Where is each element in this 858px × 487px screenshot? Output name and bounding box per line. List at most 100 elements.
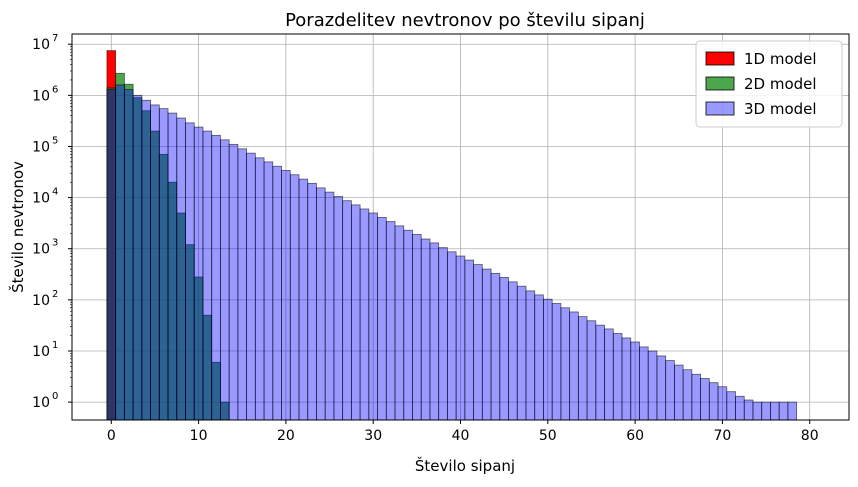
bar-3d-model: [761, 401, 771, 421]
bar-3d-model: [228, 143, 239, 421]
bar-3d-model: [639, 346, 649, 421]
bar-3d-model: [298, 178, 309, 421]
bar-3d-model: [202, 130, 213, 421]
bar-3d-model: [735, 395, 745, 421]
bar-3d-model: [106, 89, 117, 421]
y-tick-exponent: 3: [52, 238, 58, 249]
bar-3d-model: [176, 117, 186, 421]
y-axis-label: Število nevtronov: [8, 161, 27, 293]
bar-3d-model: [490, 272, 501, 421]
bar-3d-model: [551, 303, 562, 421]
y-tick-label: 10: [32, 139, 50, 155]
bar-3d-model: [455, 255, 466, 421]
y-tick-label: 10: [32, 293, 50, 309]
x-tick-label: 80: [801, 428, 819, 444]
y-tick-label: 10: [32, 37, 50, 53]
bar-3d-model: [158, 108, 169, 421]
bar-3d-model: [115, 84, 125, 421]
bar-3d-model: [787, 401, 798, 421]
bar-3d-model: [220, 139, 230, 421]
chart-title: Porazdelitev nevtronov po številu sipanj: [285, 10, 645, 31]
y-tick-exponent: 7: [52, 33, 58, 44]
bar-3d-model: [246, 152, 256, 421]
legend-label: 2D model: [744, 75, 817, 93]
y-tick-exponent: 5: [52, 135, 58, 146]
x-tick-label: 50: [539, 428, 557, 444]
x-tick-label: 40: [452, 428, 470, 444]
bar-3d-model: [543, 298, 553, 421]
legend-label: 1D model: [744, 50, 817, 68]
x-tick-label: 30: [364, 428, 382, 444]
bar-3d-model: [534, 294, 544, 421]
y-tick-label: 10: [32, 88, 50, 104]
y-tick-label: 10: [32, 344, 50, 360]
legend-swatch: [705, 76, 735, 91]
y-tick-label: 10: [32, 395, 50, 411]
bar-3d-model: [316, 187, 326, 421]
bar-3d-model: [324, 191, 335, 421]
bar-3d-model: [132, 94, 143, 421]
y-tick-exponent: 0: [52, 391, 58, 402]
bar-3d-model: [141, 99, 151, 421]
bar-3d-model: [193, 126, 204, 421]
bar-3d-model: [770, 401, 780, 421]
bar-3d-model: [656, 355, 667, 421]
bar-3d-model: [604, 328, 614, 421]
bar-3d-model: [665, 360, 675, 421]
bar-3d-model: [647, 350, 658, 421]
bar-3d-model: [682, 369, 693, 421]
bar-3d-model: [272, 165, 282, 421]
bar-3d-model: [447, 251, 457, 421]
bar-3d-model: [516, 285, 527, 421]
x-tick-label: 20: [277, 428, 295, 444]
bar-3d-model: [621, 337, 632, 421]
legend-swatch: [705, 101, 735, 116]
bar-3d-model: [394, 225, 405, 421]
bar-3d-model: [150, 104, 160, 421]
bar-3d-model: [281, 170, 291, 421]
bar-3d-model: [263, 161, 274, 421]
bar-3d-model: [333, 196, 344, 421]
legend: 1D model 2D model 3D model: [695, 40, 843, 128]
bar-3d-model: [412, 234, 422, 421]
bar-3d-model: [708, 382, 719, 421]
bar-3d-model: [612, 333, 623, 421]
bar-3d-model: [342, 200, 352, 421]
bar-3d-model: [123, 89, 134, 421]
bar-3d-model: [595, 324, 605, 421]
bar-3d-model: [403, 229, 413, 421]
bar-3d-model: [237, 148, 248, 421]
bar-3d-model: [368, 212, 378, 421]
bar-3d-model: [691, 373, 701, 421]
x-tick-label: 10: [190, 428, 208, 444]
bar-3d-model: [726, 391, 736, 421]
bar-3d-model: [350, 204, 361, 421]
bar-3d-model: [778, 401, 789, 421]
y-tick-exponent: 1: [52, 340, 58, 351]
bar-3d-model: [464, 259, 474, 421]
x-tick-label: 0: [107, 428, 116, 444]
x-axis-label: Število sipanj: [415, 456, 515, 475]
bar-3d-model: [473, 264, 483, 421]
legend-swatch: [705, 51, 735, 66]
bar-3d-model: [717, 386, 728, 421]
bar-3d-model: [499, 276, 509, 421]
bar-3d-model: [289, 174, 300, 421]
y-tick-exponent: 6: [52, 84, 58, 95]
bar-3d-model: [569, 311, 579, 421]
bar-3d-model: [211, 134, 221, 421]
bar-3d-model: [385, 221, 396, 421]
bar-3d-model: [700, 378, 710, 421]
bar-3d-model: [752, 401, 763, 421]
bar-3d-model: [185, 122, 195, 421]
bar-3d-model: [630, 341, 640, 421]
bars: [106, 50, 798, 421]
bar-3d-model: [525, 290, 536, 421]
legend-label: 3D model: [744, 100, 817, 118]
bar-3d-model: [438, 247, 448, 421]
bar-3d-model: [743, 399, 754, 421]
x-tick-label: 60: [626, 428, 644, 444]
